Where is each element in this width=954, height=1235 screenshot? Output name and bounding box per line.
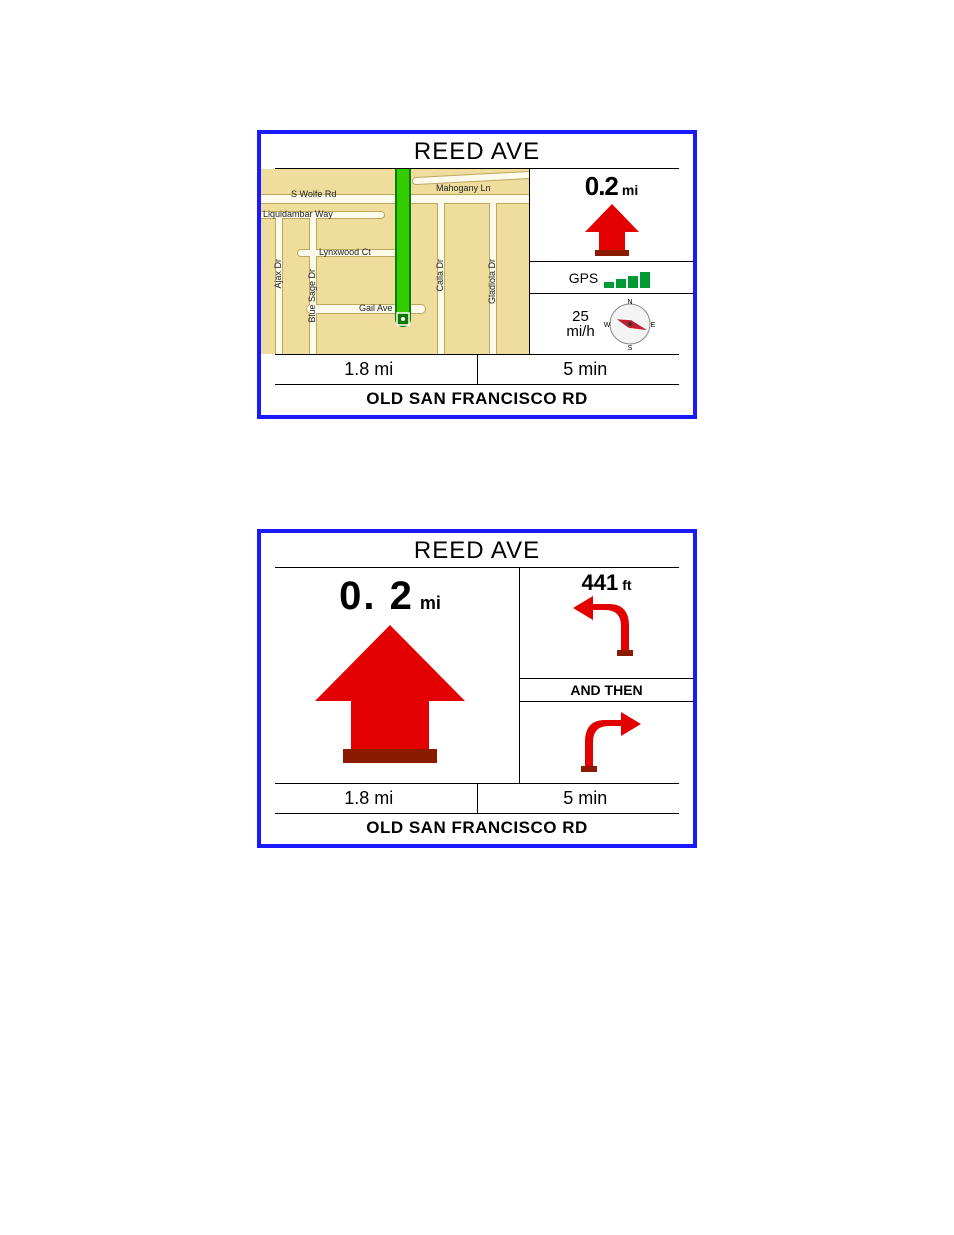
map-road-label: Gladiola Dr: [487, 259, 497, 304]
remaining-time: 5 min: [478, 355, 694, 384]
main-panel: S Wolfe Rd Mahogany Ln Liquidambar Way Lynx…: [261, 169, 693, 354]
map-road-label: Gail Ave: [359, 303, 392, 313]
straight-arrow-icon: [581, 202, 643, 260]
straight-arrow-icon: [305, 619, 475, 769]
next-distance: 441ft: [581, 570, 631, 596]
map-view[interactable]: S Wolfe Rd Mahogany Ln Liquidambar Way Lynx…: [261, 169, 529, 354]
speed-readout: 25 mi/h: [566, 309, 594, 339]
map-road-label: Blue Sage Dr: [307, 269, 317, 323]
left-turn-arrow-icon: [567, 596, 647, 658]
primary-turn-panel: 0. 2mi: [261, 568, 519, 783]
right-turn-arrow-icon: [567, 712, 647, 774]
map-road-label: Lynxwood Ct: [319, 247, 371, 257]
gps-screen-turn-view: REED AVE 0. 2mi 441ft AND THEN: [257, 529, 697, 848]
map-road-label: Calla Dr: [435, 259, 445, 292]
map-road-label: Liquidambar Way: [263, 209, 333, 219]
next-street-header: REED AVE: [261, 134, 693, 168]
svg-text:N: N: [627, 299, 632, 306]
compass-icon: N E S W: [603, 297, 657, 351]
remaining-distance: 1.8 mi: [261, 355, 478, 384]
gps-signal-panel: GPS: [530, 261, 693, 293]
next-street-header: REED AVE: [261, 533, 693, 567]
and-then-label: AND THEN: [520, 678, 693, 701]
trip-stats-row: 1.8 mi 5 min: [261, 355, 693, 384]
secondary-panel: 441ft AND THEN: [519, 568, 693, 783]
distance-to-turn-panel: 0.2mi: [530, 169, 693, 261]
remaining-time: 5 min: [478, 784, 694, 813]
map-road-label: Mahogany Ln: [436, 183, 491, 193]
map-road-label: S Wolfe Rd: [291, 189, 336, 199]
gps-bars-icon: [604, 268, 654, 288]
speed-compass-panel: 25 mi/h N E S W: [530, 293, 693, 354]
map-road-label: Ajax Dr: [273, 259, 283, 289]
next-turn-panel: 441ft: [520, 568, 693, 678]
svg-text:W: W: [603, 322, 610, 329]
distance-value: 0.2mi: [585, 171, 639, 202]
gps-label: GPS: [569, 270, 599, 286]
current-road-label: OLD SAN FRANCISCO RD: [261, 814, 693, 844]
gps-screen-map-view: REED AVE S Wolfe Rd Mahogany Ln Liquidamba…: [257, 130, 697, 419]
svg-text:S: S: [627, 345, 632, 351]
trip-stats-row: 1.8 mi 5 min: [261, 784, 693, 813]
side-panel: 0.2mi GPS 25 mi/h N E S W: [529, 169, 693, 354]
remaining-distance: 1.8 mi: [261, 784, 478, 813]
primary-distance: 0. 2mi: [339, 574, 441, 619]
then-turn-panel: [520, 701, 693, 783]
main-panel: 0. 2mi 441ft AND THEN: [261, 568, 693, 783]
svg-text:E: E: [650, 322, 655, 329]
current-road-label: OLD SAN FRANCISCO RD: [261, 385, 693, 415]
